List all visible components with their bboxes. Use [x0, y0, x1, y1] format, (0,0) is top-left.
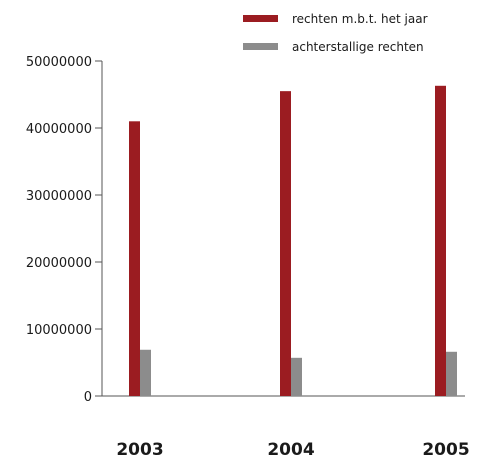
x-category-label: 2005	[422, 440, 469, 459]
y-tick-label: 10000000	[26, 323, 92, 338]
y-tick-label: 40000000	[26, 122, 92, 137]
y-tick-label: 0	[84, 390, 92, 405]
legend-swatch	[243, 43, 278, 50]
bars	[129, 85, 457, 397]
bar-2004-series-2	[291, 357, 302, 396]
bar-2003-series-2	[140, 349, 151, 396]
bar-2005-series-1	[435, 85, 446, 396]
y-tick-label: 30000000	[26, 189, 92, 204]
legend-swatch	[243, 15, 278, 22]
bar-2005-series-2	[446, 351, 457, 396]
bar-2004-series-1	[280, 91, 291, 397]
x-category-label: 2003	[116, 440, 163, 459]
legend-label: achterstallige rechten	[292, 40, 424, 54]
y-tick-label: 20000000	[26, 256, 92, 271]
legend-label: rechten m.b.t. het jaar	[292, 12, 428, 26]
category-labels: 2003 2004 2005	[116, 440, 469, 459]
y-tick-label: 50000000	[26, 55, 92, 70]
bar-2003-series-1	[129, 121, 140, 397]
x-category-label: 2004	[267, 440, 314, 459]
axes: 0 10000000 20000000 30000000 40000000 5000000…	[26, 55, 465, 405]
legend: rechten m.b.t. het jaar achterstallige re…	[243, 12, 428, 54]
